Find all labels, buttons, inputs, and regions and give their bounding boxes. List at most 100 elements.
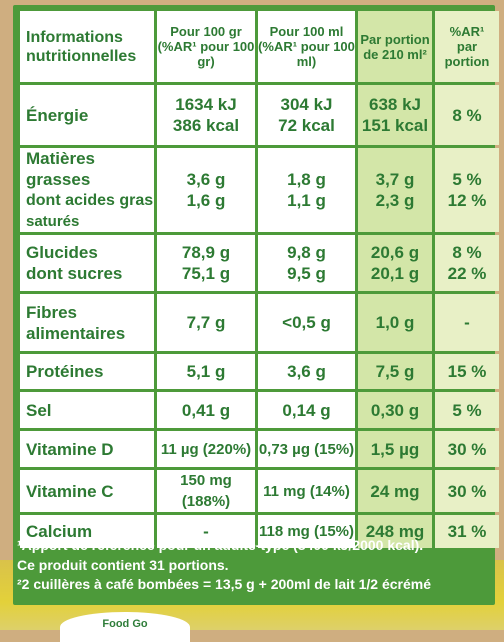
cell-line: dont sucres <box>26 264 123 283</box>
nutrient-row-proteines: Protéines 5,1 g 3,6 g 7,5 g 15 % <box>20 354 499 389</box>
calcium-per-portion: 248 mg <box>358 515 432 548</box>
nutrient-row-glucides: Glucides dont sucres 78,9 g 75,1 g 9,8 g 9,5 … <box>20 235 499 291</box>
cell-line: 1634 kJ <box>175 95 237 114</box>
matieres-grasses-per-100g: 3,6 g 1,6 g <box>157 148 255 232</box>
glucides-pct-ar: 8 % 22 % <box>435 235 499 291</box>
cell-line: 150 mg (188%) <box>180 472 232 510</box>
vitamine-d-per-100g: 11 µg (220%) <box>157 431 255 467</box>
footnotes: ¹Apport de référence pour un adulte-type… <box>17 536 487 595</box>
cell-line: Glucides <box>26 243 98 262</box>
cell-line: 15 % <box>447 362 487 381</box>
cell-line: <0,5 g <box>282 313 331 332</box>
cell-line: 24 mg <box>370 481 420 501</box>
cell-line: 151 kcal <box>361 116 429 135</box>
energie-per-100g: 1634 kJ 386 kcal <box>157 85 255 145</box>
calcium-label: Calcium <box>20 515 154 548</box>
table-header-row: Informations nutritionnelles Pour 100 gr… <box>20 11 499 82</box>
fibres-per-100ml: <0,5 g <box>258 294 355 351</box>
vitamine-c-per-portion: 24 mg <box>358 470 432 512</box>
cell-line: 8 % <box>452 243 482 262</box>
cell-line: Vitamine D <box>26 439 114 459</box>
nutrition-table: Informations nutritionnelles Pour 100 gr… <box>17 8 502 551</box>
cell-line: Vitamine C <box>26 481 114 501</box>
cell-line: 22 % <box>447 264 487 283</box>
cell-line: 118 mg (15%) <box>258 523 355 540</box>
energie-per-portion: 638 kJ 151 kcal <box>358 85 432 145</box>
sel-per-portion: 0,30 g <box>358 392 432 428</box>
cell-line: Matières grasses <box>26 149 95 189</box>
cell-line: 0,73 µg (15%) <box>258 440 355 458</box>
cell-line: saturés <box>26 213 80 230</box>
cell-line: 1,8 g <box>287 170 326 189</box>
sel-per-100ml: 0,14 g <box>258 392 355 428</box>
header-per-portion: Par portion de 210 ml² <box>358 11 432 82</box>
cell-line: 30 % <box>447 439 487 459</box>
cell-line: 8 % <box>452 105 482 125</box>
sel-pct-ar: 5 % <box>435 392 499 428</box>
cell-line: 9,8 g <box>287 243 326 262</box>
cell-line: 3,6 g <box>186 170 226 189</box>
cell-line: 75,1 g <box>181 264 231 283</box>
glucides-per-100ml: 9,8 g 9,5 g <box>258 235 355 291</box>
footnote-reference: ¹Apport de référence pour un adulte-type… <box>17 537 424 553</box>
cell-line: 5,1 g <box>186 362 226 381</box>
calcium-per-100g: - <box>157 515 255 548</box>
footnote-portions: Ce produit contient 31 portions. <box>17 556 229 573</box>
cell-line: 304 kJ <box>280 95 333 114</box>
nutrient-row-sel: Sel 0,41 g 0,14 g 0,30 g 5 % <box>20 392 499 428</box>
vitamine-c-per-100ml: 11 mg (14%) <box>258 470 355 512</box>
glucides-per-100g: 78,9 g 75,1 g <box>157 235 255 291</box>
matieres-grasses-label: Matières grasses dont acides gras saturés <box>20 148 154 232</box>
proteines-per-100g: 5,1 g <box>157 354 255 389</box>
glucides-label: Glucides dont sucres <box>20 235 154 291</box>
vitamine-c-per-100g: 150 mg (188%) <box>157 470 255 512</box>
fibres-label: Fibres alimentaires <box>20 294 154 351</box>
vitamine-d-pct-ar: 30 % <box>435 431 499 467</box>
cell-line: 72 kcal <box>278 116 335 135</box>
cell-line: 78,9 g <box>181 243 231 262</box>
cell-line: - <box>203 522 209 541</box>
cell-line: 3,7 g <box>375 170 415 189</box>
nutrient-row-vitamine-c: Vitamine C 150 mg (188%) 11 mg (14%) 24 mg 3… <box>20 470 499 512</box>
cell-line: 31 % <box>447 522 487 541</box>
nutrient-row-energie: Énergie 1634 kJ 386 kcal 304 kJ 72 kcal 638 k… <box>20 85 499 145</box>
cell-line: Calcium <box>26 522 93 541</box>
cell-line: Fibres <box>26 302 78 322</box>
cell-line: Énergie <box>26 105 89 125</box>
cell-line: - <box>464 313 470 332</box>
energie-pct-ar: 8 % <box>435 85 499 145</box>
energie-label: Énergie <box>20 85 154 145</box>
vitamine-d-label: Vitamine D <box>20 431 154 467</box>
cell-line: Sel <box>26 400 52 420</box>
cell-line: 9,5 g <box>287 264 326 283</box>
vitamine-c-pct-ar: 30 % <box>435 470 499 512</box>
cell-line: 5 % <box>452 170 482 189</box>
cell-line: 1,6 g <box>186 191 226 210</box>
cell-line: 11 µg (220%) <box>160 440 252 458</box>
nutrient-row-vitamine-d: Vitamine D 11 µg (220%) 0,73 µg (15%) 1,5 µ… <box>20 431 499 467</box>
calcium-pct-ar: 31 % <box>435 515 499 548</box>
header-pct-ar: %AR¹ par portion <box>435 11 499 82</box>
cell-line: Protéines <box>26 362 104 381</box>
cell-line: 11 mg (14%) <box>263 482 350 500</box>
background-logo: Food Go <box>60 612 190 642</box>
cell-line: 1,1 g <box>287 191 326 210</box>
cell-line: 3,6 g <box>287 362 326 381</box>
vitamine-d-per-portion: 1,5 µg <box>358 431 432 467</box>
cell-line: 20,6 g <box>370 243 420 262</box>
vitamine-d-per-100ml: 0,73 µg (15%) <box>258 431 355 467</box>
cell-line: 0,14 g <box>282 400 331 420</box>
cell-line: 248 mg <box>365 522 425 541</box>
cell-line: 7,5 g <box>375 362 415 381</box>
footnote-serving: ²2 cuillères à café bombées = 13,5 g + 2… <box>17 576 432 592</box>
cell-line: 2,3 g <box>375 191 415 210</box>
cell-line: 0,41 g <box>181 400 231 420</box>
cell-line: 1,5 µg <box>370 439 420 459</box>
proteines-pct-ar: 15 % <box>435 354 499 389</box>
matieres-grasses-per-portion: 3,7 g 2,3 g <box>358 148 432 232</box>
cell-line: 7,7 g <box>186 313 226 332</box>
proteines-per-portion: 7,5 g <box>358 354 432 389</box>
header-informations: Informations nutritionnelles <box>20 11 154 82</box>
header-per-100g: Pour 100 gr (%AR¹ pour 100 gr) <box>157 11 255 82</box>
cell-line: 20,1 g <box>370 264 420 283</box>
